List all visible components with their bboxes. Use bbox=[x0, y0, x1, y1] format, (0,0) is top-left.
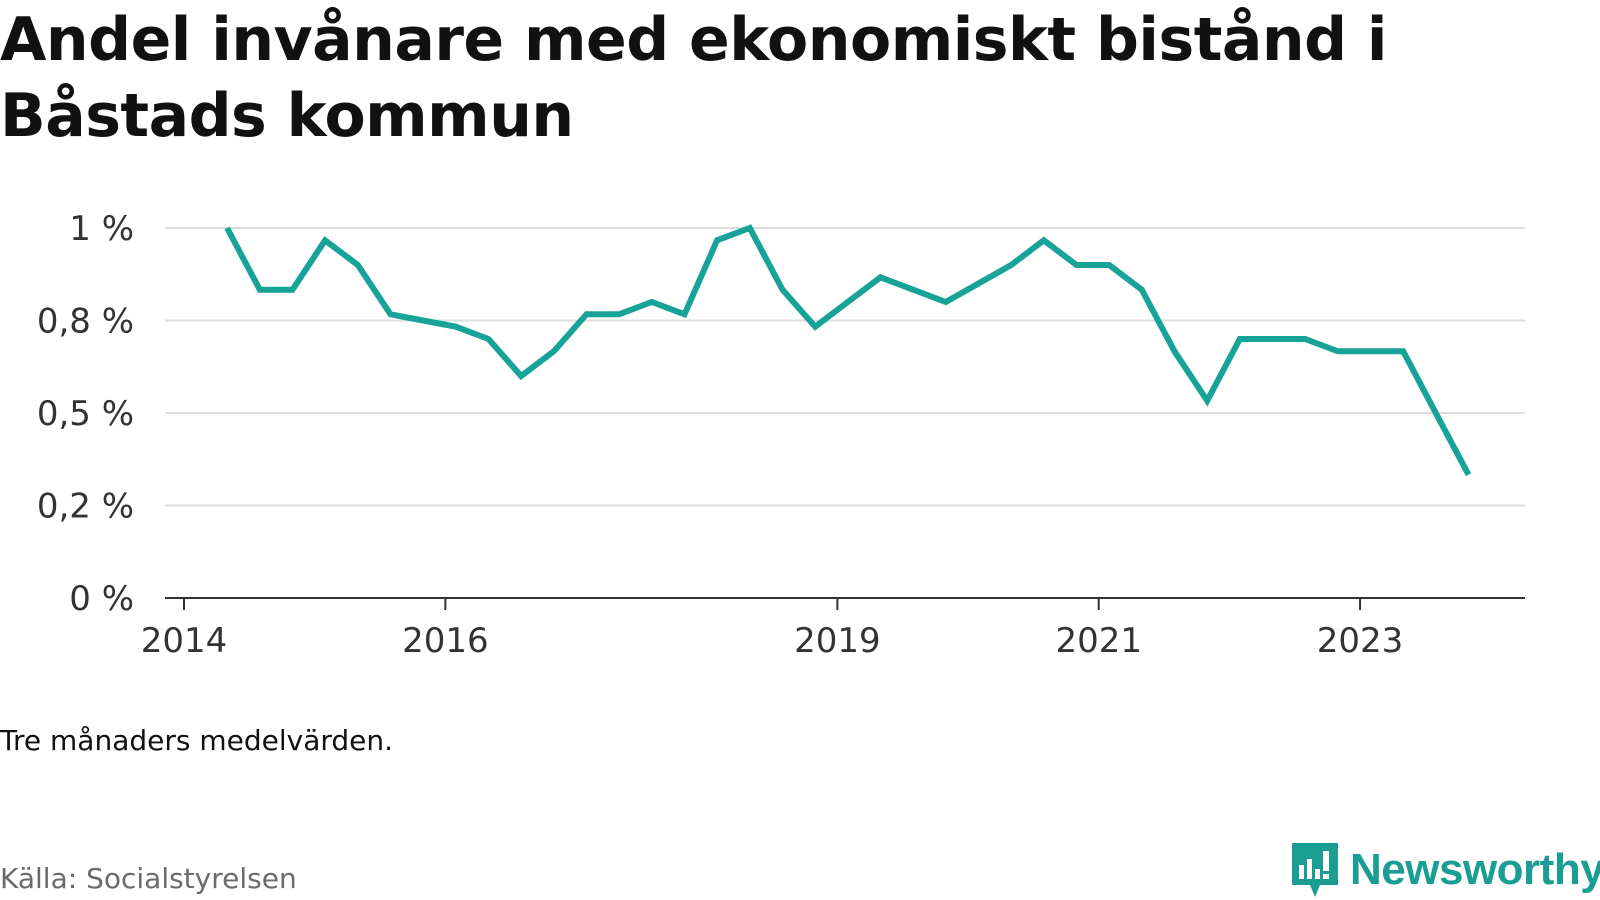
gridlines bbox=[165, 227, 1525, 507]
chart-note: Tre månaders medelvärden. bbox=[0, 724, 394, 757]
series-layer bbox=[224, 224, 1472, 477]
x-tick-label: 2019 bbox=[794, 621, 881, 661]
y-tick-label: 0,2 % bbox=[37, 487, 134, 527]
x-tick-label: 2021 bbox=[1055, 621, 1142, 661]
y-tick-label: 1 % bbox=[69, 209, 134, 249]
x-tick-labels: 2014 2016 2019 2021 2023 bbox=[141, 621, 1404, 661]
source-credit: Källa: Socialstyrelsen bbox=[0, 862, 297, 895]
y-tick-label: 0,8 % bbox=[37, 302, 134, 342]
x-tick-label: 2014 bbox=[141, 621, 228, 661]
brand-name: Newsworthy bbox=[1350, 845, 1600, 894]
chart-title: Andel invånare med ekonomiskt bistånd i … bbox=[0, 5, 1387, 151]
x-axis bbox=[165, 597, 1525, 610]
brand-logo[interactable]: Newsworthy bbox=[1290, 840, 1600, 900]
y-tick-label: 0,5 % bbox=[37, 394, 134, 434]
newsworthy-logo-icon bbox=[1292, 843, 1338, 897]
x-tick-label: 2023 bbox=[1317, 621, 1404, 661]
y-tick-labels: 0 % 0,2 % 0,5 % 0,8 % 1 % bbox=[37, 209, 134, 619]
y-tick-label: 0 % bbox=[69, 579, 134, 619]
x-tick-label: 2016 bbox=[402, 621, 489, 661]
series-line bbox=[224, 224, 1472, 477]
